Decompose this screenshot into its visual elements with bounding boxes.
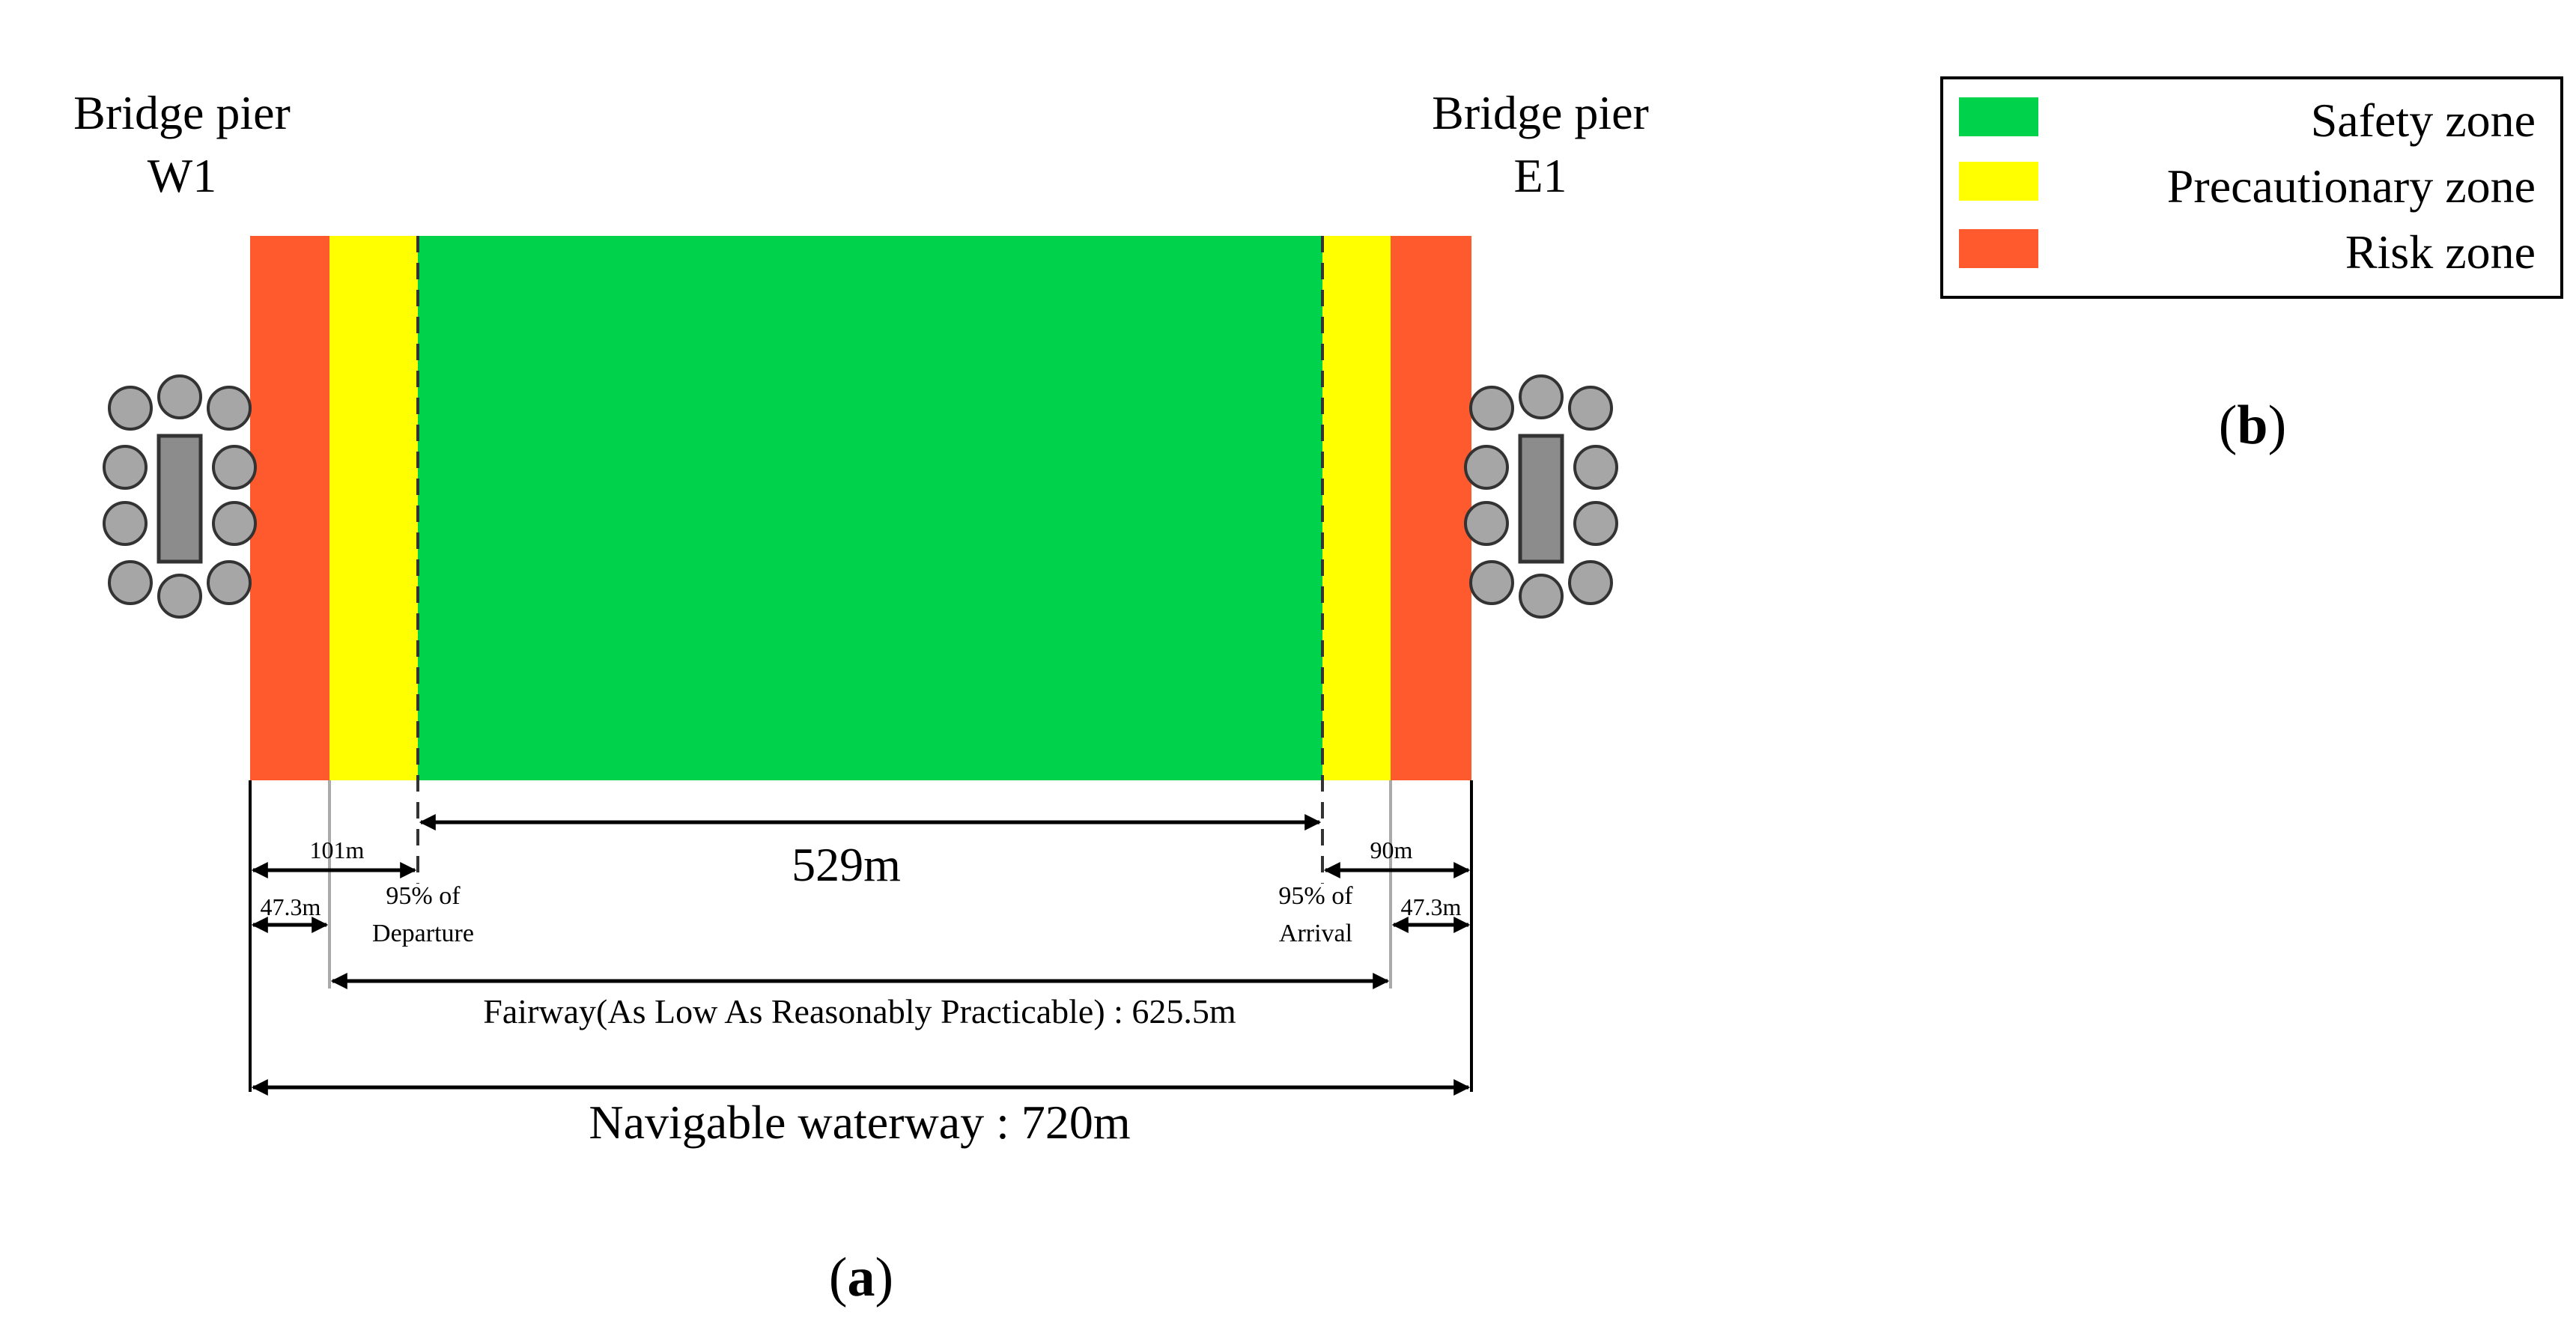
risk-zone-west (250, 236, 329, 780)
legend-label-precaution: Precautionary zone (2167, 160, 2536, 213)
legend-swatch-safety (1959, 97, 2038, 136)
east-pile-6 (1464, 501, 1509, 546)
legend-label-safety: Safety zone (2311, 94, 2536, 147)
risk-zone-east (1391, 236, 1471, 780)
east-pile-5 (1573, 445, 1618, 490)
safety-width-label: 529m (792, 838, 901, 891)
legend-box (1940, 76, 2563, 299)
arrival-label-line2: Arrival (1279, 920, 1352, 947)
pier-west-id: W1 (148, 149, 216, 202)
west-pile-1 (108, 386, 153, 431)
arrival-label-line1: 95% of (1278, 882, 1353, 910)
west-pier-cap (157, 434, 203, 564)
west-pile-5 (212, 445, 257, 490)
west-pile-8 (108, 560, 153, 605)
right-risk-label: 47.3m (1401, 893, 1462, 920)
legend-swatch-precaution (1959, 162, 2038, 201)
pier-east-title: Bridge pier (1432, 86, 1649, 139)
left-offset-label: 101m (310, 836, 365, 863)
east-pile-3 (1568, 386, 1613, 431)
panel-label-a: (a) (829, 1247, 893, 1308)
pier-east-id: E1 (1513, 149, 1567, 202)
east-pile-7 (1573, 501, 1618, 546)
east-pier-cap (1518, 434, 1564, 564)
precautionary-zone-west (329, 236, 418, 780)
west-pile-2 (157, 374, 202, 419)
right-offset-label: 90m (1370, 836, 1413, 863)
west-pile-7 (212, 501, 257, 546)
legend: Safety zone Precautionary zone Risk zone (1940, 76, 2563, 299)
left-risk-label: 47.3m (261, 893, 321, 920)
bridge-pier-east (1464, 374, 1618, 619)
west-pile-9 (157, 574, 202, 619)
west-pile-6 (103, 501, 148, 546)
safety-zone (418, 236, 1322, 780)
panel-label-b: (b) (2219, 395, 2286, 456)
legend-label-risk: Risk zone (2345, 225, 2536, 279)
waterway-label: Navigable waterway : 720m (589, 1096, 1130, 1149)
east-pile-9 (1519, 574, 1564, 619)
departure-label-line1: 95% of (386, 882, 461, 910)
precautionary-zone-east (1322, 236, 1391, 780)
east-pile-1 (1469, 386, 1514, 431)
legend-swatch-risk (1959, 229, 2038, 268)
pier-west-title: Bridge pier (73, 86, 291, 139)
bridge-pier-west (103, 374, 257, 619)
west-pile-3 (207, 386, 252, 431)
east-pile-8 (1469, 560, 1514, 605)
west-pile-4 (103, 445, 148, 490)
fairway-label: Fairway(As Low As Reasonably Practicable… (483, 992, 1236, 1030)
east-pile-4 (1464, 445, 1509, 490)
departure-label-line2: Departure (372, 920, 474, 947)
east-pile-2 (1519, 374, 1564, 419)
east-pile-10 (1568, 560, 1613, 605)
west-pile-10 (207, 560, 252, 605)
